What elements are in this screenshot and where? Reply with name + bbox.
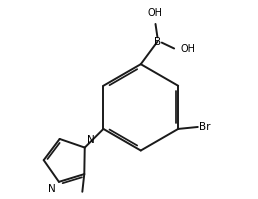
Text: OH: OH bbox=[181, 44, 196, 55]
Text: N: N bbox=[87, 135, 95, 145]
Text: B: B bbox=[154, 37, 161, 47]
Text: N: N bbox=[48, 184, 56, 194]
Text: Br: Br bbox=[199, 122, 210, 132]
Text: OH: OH bbox=[148, 8, 163, 18]
